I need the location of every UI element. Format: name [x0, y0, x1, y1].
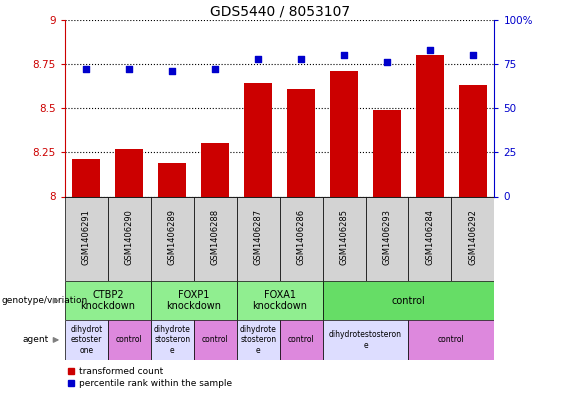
Point [82, 66, 91, 72]
Bar [323, 196, 366, 281]
Bar [151, 320, 194, 360]
Text: dihydrote
stosteron
e: dihydrote stosteron e [240, 325, 277, 355]
Bar [237, 196, 280, 281]
Text: GSM1406292: GSM1406292 [468, 209, 477, 265]
Text: CTBP2
knockdown: CTBP2 knockdown [80, 290, 136, 311]
Bar [323, 320, 408, 360]
Bar [451, 196, 494, 281]
Text: GSM1406291: GSM1406291 [82, 209, 91, 265]
Title: GDS5440 / 8053107: GDS5440 / 8053107 [210, 4, 350, 18]
Text: genotype/variation: genotype/variation [1, 296, 88, 305]
Text: GSM1406290: GSM1406290 [125, 209, 134, 265]
Bar [323, 281, 494, 320]
Text: FOXA1
knockdown: FOXA1 knockdown [252, 290, 307, 311]
Bar [287, 89, 315, 196]
Bar [237, 281, 323, 320]
Bar [194, 320, 237, 360]
Bar [330, 71, 358, 196]
Point [254, 55, 263, 62]
Text: control: control [392, 296, 425, 306]
Bar [237, 320, 280, 360]
Bar [416, 55, 444, 196]
Text: agent: agent [23, 336, 49, 344]
Text: control: control [202, 336, 229, 344]
Point [383, 59, 392, 65]
Bar [115, 149, 144, 196]
Bar [151, 281, 237, 320]
Point [168, 68, 177, 74]
Text: dihydrote
stosteron
e: dihydrote stosteron e [154, 325, 191, 355]
Text: percentile rank within the sample: percentile rank within the sample [79, 379, 232, 387]
Text: GSM1406288: GSM1406288 [211, 209, 220, 265]
Text: dihydrotestosteron
e: dihydrotestosteron e [329, 330, 402, 350]
Text: FOXP1
knockdown: FOXP1 knockdown [166, 290, 221, 311]
Bar [366, 196, 408, 281]
Text: control: control [116, 336, 143, 344]
Text: control: control [288, 336, 315, 344]
Text: GSM1406286: GSM1406286 [297, 209, 306, 265]
Bar [373, 110, 401, 196]
Point [125, 66, 134, 72]
Bar [65, 281, 151, 320]
Bar [408, 196, 451, 281]
Bar [459, 85, 487, 196]
Bar [280, 196, 323, 281]
Bar [408, 320, 494, 360]
Point [425, 47, 434, 53]
Text: dihydrot
estoster
one: dihydrot estoster one [70, 325, 103, 355]
Bar [201, 143, 229, 196]
Bar [194, 196, 237, 281]
Bar [65, 196, 108, 281]
Text: GSM1406289: GSM1406289 [168, 209, 177, 265]
Text: GSM1406293: GSM1406293 [383, 209, 392, 265]
Bar [108, 196, 151, 281]
Text: GSM1406285: GSM1406285 [340, 209, 349, 265]
Point [468, 52, 477, 58]
Bar [244, 83, 272, 196]
Text: control: control [438, 336, 465, 344]
Text: GSM1406287: GSM1406287 [254, 209, 263, 265]
Bar [280, 320, 323, 360]
Bar [108, 320, 151, 360]
Text: transformed count: transformed count [79, 367, 163, 376]
Bar [72, 159, 101, 196]
Point [211, 66, 220, 72]
Point [297, 55, 306, 62]
Bar [151, 196, 194, 281]
Point [340, 52, 349, 58]
Bar [158, 163, 186, 196]
Bar [65, 320, 108, 360]
Text: GSM1406284: GSM1406284 [425, 209, 434, 265]
